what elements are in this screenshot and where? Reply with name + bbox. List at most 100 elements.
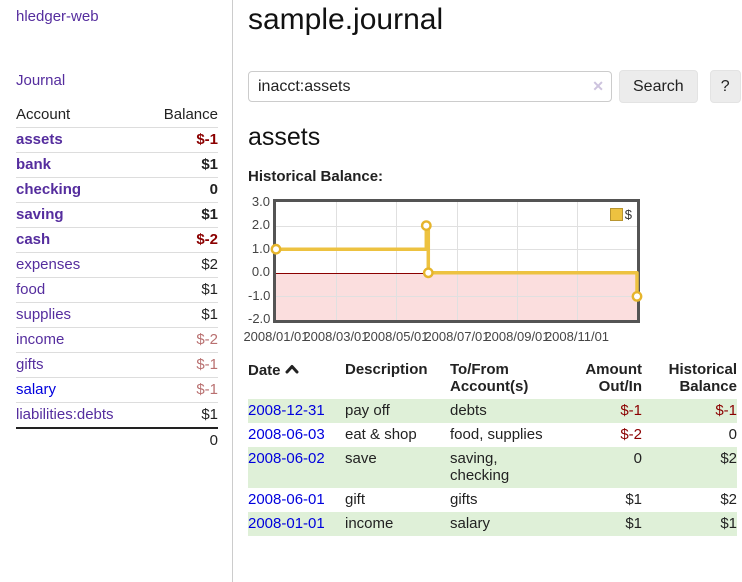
y-tick: 1.0 <box>251 241 270 256</box>
sidebar-item-journal[interactable]: Journal <box>16 72 218 89</box>
account-link-salary[interactable]: salary <box>16 381 57 398</box>
search-form: ✕ Search ? <box>248 70 742 103</box>
accounts-total-row: 0 <box>16 427 218 453</box>
transaction-amount: $1 <box>562 512 642 536</box>
account-link-gifts[interactable]: gifts <box>16 356 44 373</box>
journal-link-label[interactable]: Journal <box>16 72 66 89</box>
account-row-liabilities-debts: liabilities:debts $1 <box>16 402 218 428</box>
transaction-description: pay off <box>345 399 450 423</box>
x-tick: 2008/03/01 <box>303 329 369 344</box>
transaction-date-link[interactable]: 2008-06-02 <box>248 450 325 467</box>
register-row: 2008-06-03 eat & shop food, supplies $-2… <box>248 423 737 447</box>
transaction-date-link[interactable]: 2008-01-01 <box>248 515 325 532</box>
transaction-description: income <box>345 512 450 536</box>
register-row: 2008-06-02 save saving, checking 0 $2 <box>248 447 737 488</box>
register-row: 2008-06-01 gift gifts $1 $2 <box>248 488 737 512</box>
y-tick: 2.0 <box>251 217 270 232</box>
clear-search-icon[interactable]: ✕ <box>592 78 604 94</box>
transaction-amount: $-1 <box>562 399 642 423</box>
transaction-balance: 0 <box>728 426 737 443</box>
account-row-supplies: supplies $1 <box>16 302 218 328</box>
register-header-date[interactable]: Date <box>248 359 345 399</box>
account-row-salary: salary $-1 <box>16 377 218 403</box>
account-link-assets[interactable]: assets <box>16 131 63 148</box>
search-button[interactable]: Search <box>619 70 698 103</box>
historical-balance-chart: 3.0 2.0 1.0 0.0 -1.0 -2.0 <box>243 194 742 348</box>
register-header-row: Date Description To/From Account(s) Amou… <box>248 359 737 399</box>
gridline <box>336 202 337 320</box>
account-balance: $1 <box>145 302 218 328</box>
transaction-description: gift <box>345 491 366 508</box>
account-balance: $-1 <box>145 352 218 378</box>
register-row: 2008-01-01 income salary $1 $1 <box>248 512 737 536</box>
account-balance: $-2 <box>145 327 218 353</box>
account-balance: $1 <box>145 277 218 303</box>
account-row-gifts: gifts $-1 <box>16 352 218 378</box>
transaction-amount: $1 <box>625 491 642 508</box>
transaction-balance: $1 <box>642 512 737 536</box>
gridline <box>577 202 578 320</box>
account-row-assets: assets $-1 <box>16 127 218 153</box>
account-link-checking[interactable]: checking <box>16 181 82 198</box>
transaction-accounts: salary <box>450 512 562 536</box>
sidebar: hledger-web Journal Account Balance asse… <box>0 0 233 582</box>
search-input[interactable] <box>248 71 612 102</box>
plot-area: $ <box>270 199 643 323</box>
y-tick: -1.0 <box>248 288 271 303</box>
accounts-table-header: Account Balance <box>16 103 218 128</box>
account-link-food[interactable]: food <box>16 281 46 298</box>
account-balance: $1 <box>145 202 218 228</box>
data-point-marker <box>420 220 432 232</box>
main-content: sample.journal ✕ Search ? assets Histori… <box>243 0 742 582</box>
legend-swatch-icon <box>609 208 623 221</box>
transaction-accounts: debts <box>450 399 562 423</box>
y-tick: -2.0 <box>248 311 271 326</box>
register-header-description: Description <box>345 361 428 378</box>
transaction-date-link[interactable]: 2008-06-01 <box>248 491 325 508</box>
transaction-balance: $-1 <box>642 399 737 423</box>
account-row-cash: cash $-2 <box>16 227 218 253</box>
accounts-total-value: 0 <box>145 427 218 453</box>
gridline <box>276 225 637 227</box>
register-table: Date Description To/From Account(s) Amou… <box>248 359 737 536</box>
account-balance: $1 <box>145 402 218 428</box>
account-row-checking: checking 0 <box>16 177 218 203</box>
account-link-expenses[interactable]: expenses <box>16 256 81 273</box>
data-point-marker <box>422 267 434 279</box>
register-header-amount: Amount Out/In <box>585 361 642 395</box>
gridline <box>276 249 637 251</box>
accounts-header-account: Account <box>16 106 71 123</box>
account-balance: $-2 <box>145 227 218 253</box>
data-point-marker <box>631 291 643 302</box>
account-link-liabilities-debts[interactable]: liabilities:debts <box>16 406 114 423</box>
account-link-supplies[interactable]: supplies <box>16 306 72 323</box>
gridline <box>517 202 518 320</box>
transaction-date-link[interactable]: 2008-12-31 <box>248 402 325 419</box>
transaction-balance: $2 <box>720 491 737 508</box>
y-tick: 3.0 <box>251 194 270 209</box>
x-tick: 2008/11/01 <box>544 329 610 344</box>
app-brand-link[interactable]: hledger-web <box>16 8 218 25</box>
sort-ascending-icon <box>285 361 299 378</box>
account-link-cash[interactable]: cash <box>16 231 51 248</box>
accounts-header-balance: Balance <box>163 106 218 123</box>
account-row-saving: saving $1 <box>16 202 218 228</box>
transaction-accounts: saving, checking <box>450 447 562 488</box>
transaction-description: save <box>345 447 450 488</box>
x-tick: 2008/07/01 <box>424 329 490 344</box>
account-link-bank[interactable]: bank <box>16 156 52 173</box>
account-link-saving[interactable]: saving <box>16 206 64 223</box>
account-heading: assets <box>248 123 321 151</box>
account-balance: $2 <box>145 252 218 278</box>
account-balance: $-1 <box>145 377 218 403</box>
account-link-income[interactable]: income <box>16 331 65 348</box>
accounts-table: Account Balance assets $-1 bank $1 check… <box>16 103 218 453</box>
y-tick: 0.0 <box>251 264 270 279</box>
gridline <box>396 202 397 320</box>
historical-balance-label: Historical Balance: <box>248 168 384 185</box>
plot-canvas: $ <box>270 202 643 320</box>
app-brand-label[interactable]: hledger-web <box>16 8 99 25</box>
transaction-date-link[interactable]: 2008-06-03 <box>248 426 325 443</box>
help-button[interactable]: ? <box>709 70 741 103</box>
x-tick: 2008/01/01 <box>243 329 309 344</box>
